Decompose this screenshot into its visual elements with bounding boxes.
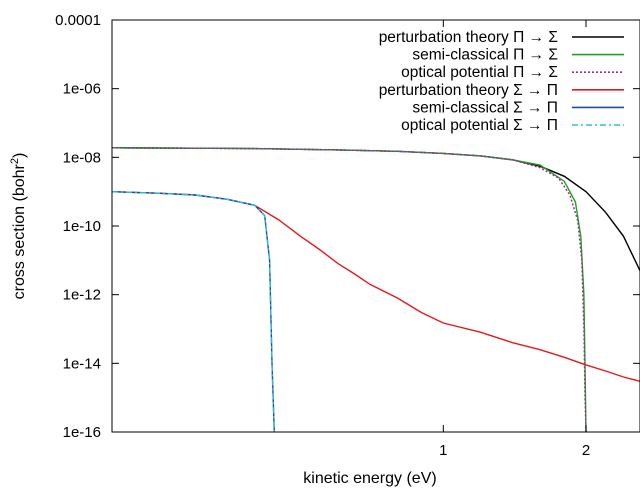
legend-label: perturbation theory Π → Σ (379, 29, 558, 46)
legend-label: semi-classical Π → Σ (412, 47, 558, 64)
y-tick-label: 1e-06 (63, 81, 101, 98)
legend-label: perturbation theory Σ → Π (379, 82, 558, 99)
series-line-5 (112, 191, 275, 432)
x-tick-label: 1 (439, 442, 447, 459)
legend-label: semi-classical Σ → Π (412, 99, 558, 116)
series-line-2 (112, 147, 587, 432)
legend: perturbation theory Π → Σsemi-classical … (379, 29, 624, 134)
y-axis-title-main: cross section (bohr (11, 163, 28, 299)
y-axis-title: cross section (bohr2) (9, 153, 28, 300)
y-tick-label: 0.0001 (55, 12, 101, 29)
y-tick-label: 1e-08 (63, 149, 101, 166)
legend-label: optical potential Π → Σ (401, 64, 558, 81)
y-axis-title-close: ) (11, 153, 28, 158)
x-tick-label: 2 (582, 442, 590, 459)
y-tick-label: 1e-10 (63, 218, 101, 235)
y-axis-title-sup: 2 (9, 158, 21, 164)
x-axis-title: kinetic energy (eV) (303, 470, 436, 487)
y-tick-label: 1e-12 (63, 287, 101, 304)
legend-label: optical potential Σ → Π (401, 117, 558, 134)
y-tick-label: 1e-16 (63, 424, 101, 441)
y-tick-label: 1e-14 (63, 355, 101, 372)
